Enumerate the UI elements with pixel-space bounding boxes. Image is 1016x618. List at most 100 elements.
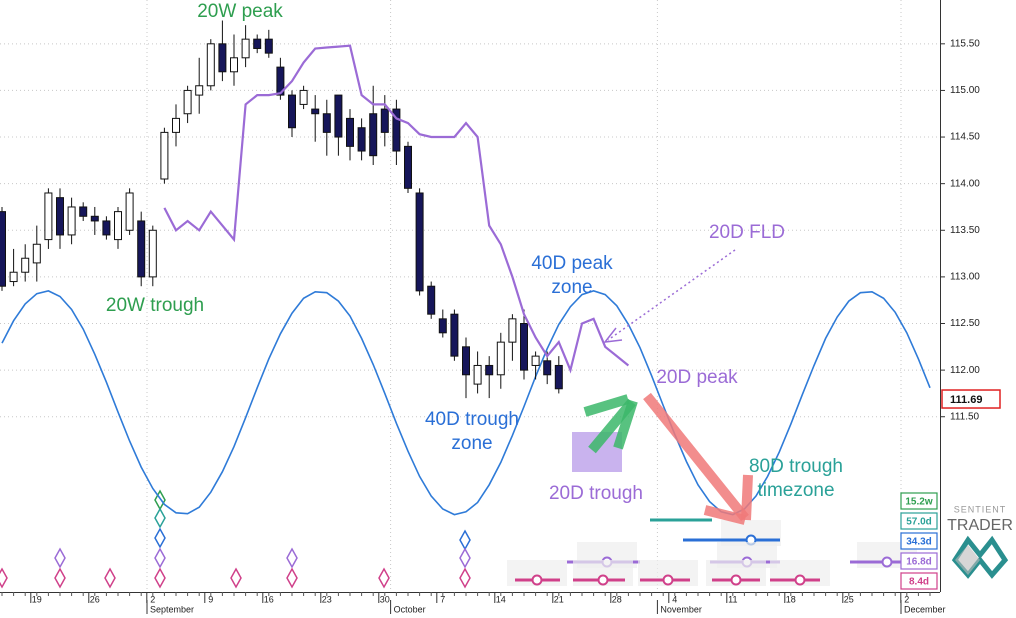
arrow (583, 394, 630, 417)
candle-body (114, 211, 122, 241)
cycle-markers (0, 489, 930, 589)
cycle-diamond (459, 567, 471, 589)
cycle-diamond (459, 547, 471, 569)
time-center (881, 556, 893, 568)
legend-label: 8.4d (909, 577, 929, 588)
cycle-diamond (286, 547, 298, 569)
candle-body (172, 117, 180, 133)
x-tick-label: 26 (90, 594, 100, 604)
last-price: 111.69 (950, 394, 982, 406)
annotation: zone (451, 433, 492, 454)
candle-body (206, 43, 215, 87)
y-tick-label: 114.00 (950, 178, 980, 189)
annotation: timezone (757, 480, 834, 501)
legend-label: 16.8d (906, 557, 932, 568)
arrow (643, 392, 749, 522)
month-label: October (394, 604, 426, 614)
candle-body (183, 89, 192, 115)
cycle-diamond (154, 567, 166, 589)
cycle-diamond (0, 567, 8, 589)
candle-body (9, 271, 18, 283)
candle-body (531, 355, 540, 366)
time-center (794, 574, 806, 586)
annotation: 20D peak (656, 367, 738, 388)
candle-body (137, 220, 146, 278)
annotation: 20W peak (197, 1, 283, 22)
candle-body (520, 323, 528, 371)
logo-text: TRADER (947, 517, 1013, 534)
cycle-diamond (286, 567, 298, 589)
x-tick-label: 18 (786, 594, 796, 604)
candle-body (438, 318, 447, 334)
annotation: 40D peak (531, 253, 613, 274)
candle-body (369, 113, 378, 157)
candle-body (554, 364, 563, 390)
legend-box (900, 492, 938, 510)
legend-box (900, 512, 938, 530)
x-tick-label: 9 (208, 594, 213, 604)
candle-body (125, 192, 134, 231)
x-tick-label: 14 (496, 594, 506, 604)
candle-body (346, 117, 354, 147)
candle-body (218, 43, 227, 73)
y-tick-label: 114.50 (950, 132, 980, 143)
annotations: 20W peak 20W trough 40D peak zone 40D trough… (106, 1, 843, 525)
candle-body (79, 206, 88, 217)
candle-body (241, 38, 250, 59)
cycle-diamond (378, 567, 390, 589)
y-tick-label: 113.00 (950, 272, 980, 283)
candle-body (230, 57, 238, 73)
annotation: 20W trough (106, 295, 204, 316)
cycle-diamond (230, 567, 242, 589)
cycle-diamond (54, 567, 66, 589)
candle-body (334, 94, 343, 138)
x-tick-label: 2 (904, 594, 909, 604)
x-tick-label: 28 (612, 594, 622, 604)
candle-body (102, 220, 111, 236)
side-panel: 111.69 15.2w 57.0d 34.3d 16.8d 8.4d SENTIENT TR… (900, 389, 1013, 590)
x-tick-label: 11 (728, 594, 737, 604)
x-tick-label: 19 (32, 594, 42, 604)
cycle-diamond (154, 547, 166, 569)
candle-body (415, 192, 424, 292)
cycle-line (1, 290, 931, 516)
candle-body (0, 211, 6, 287)
candle-body (299, 89, 308, 105)
candle-body (21, 257, 30, 273)
candle-body (276, 66, 285, 96)
candle-body (264, 38, 273, 54)
axes: 111.50 112.00 112.50 113.00 113.50 114.00 114.… (1, 38, 980, 614)
x-tick-label: 30 (380, 594, 390, 604)
time-center (662, 574, 674, 586)
cycle-diamond (54, 547, 66, 569)
y-tick-label: 115.50 (950, 38, 980, 49)
plot (0, 20, 931, 516)
cycle-diamond (154, 507, 166, 529)
legend-label: 57.0d (906, 517, 932, 528)
month-label: November (660, 604, 702, 614)
candle-body (392, 108, 401, 152)
candle-body (44, 192, 53, 241)
arrow-head (603, 327, 623, 343)
x-tick-label: 16 (264, 594, 274, 604)
candle-body (56, 197, 64, 236)
y-tick-label: 111.50 (950, 411, 980, 422)
candle-body (380, 108, 389, 133)
time-center (597, 574, 609, 586)
y-tick-label: 112.00 (950, 365, 980, 376)
y-tick-label: 115.00 (950, 85, 980, 96)
y-tick-label: 113.50 (950, 225, 980, 236)
legend-label: 15.2w (905, 497, 932, 508)
arrow (613, 399, 638, 450)
x-tick-label: 4 (672, 594, 677, 604)
x-tick-label: 25 (844, 594, 854, 604)
candle-body (195, 85, 204, 96)
cycle-diamond (104, 567, 116, 589)
candle-body (32, 243, 41, 264)
x-tick-label: 2 (150, 594, 155, 604)
month-label: September (150, 604, 194, 614)
x-tick-label: 21 (554, 594, 564, 604)
candle-body (543, 360, 552, 376)
